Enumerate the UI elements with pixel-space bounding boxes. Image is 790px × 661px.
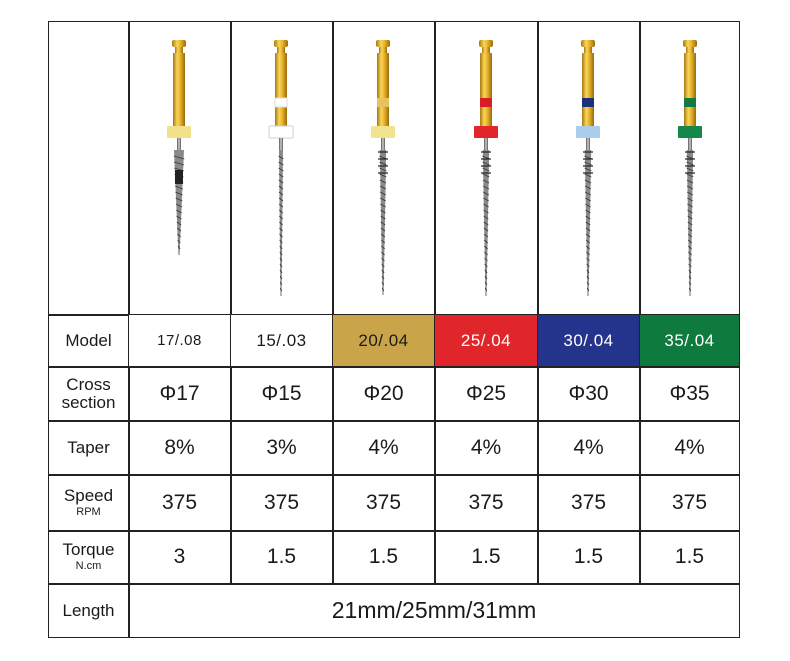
divider (230, 22, 232, 584)
endodontic-file (474, 40, 498, 296)
cell-taper: 4% (470, 435, 502, 459)
cell-cross: Φ35 (669, 381, 710, 405)
divider (49, 420, 739, 422)
endodontic-file (167, 40, 191, 255)
cell-cross: Φ25 (465, 381, 507, 405)
cell-speed: 375 (161, 490, 198, 514)
cell-cross: Φ30 (568, 381, 609, 405)
cell-model: 20/.04 (333, 315, 434, 366)
divider (49, 530, 739, 532)
cell-torque: 1.5 (266, 545, 297, 568)
cell-speed: 375 (263, 490, 300, 514)
cell-torque: 1.5 (471, 545, 501, 568)
cell-cross: Φ17 (159, 381, 200, 405)
row-label-taper: Taper (67, 437, 110, 457)
row-label-model: Model (65, 330, 112, 350)
cell-model: 30/.04 (538, 315, 639, 366)
divider (128, 22, 130, 637)
divider (49, 366, 739, 368)
divider (49, 314, 739, 316)
endodontic-file (678, 40, 702, 296)
length-value: 21mm/25mm/31mm (331, 597, 537, 623)
cell-speed: 375 (671, 490, 708, 514)
cell-speed: 375 (365, 490, 402, 514)
cell-speed: 375 (468, 490, 504, 514)
cell-speed: 375 (570, 490, 607, 514)
cell-model: 15/.03 (231, 315, 332, 366)
divider (639, 22, 641, 584)
cell-taper: 8% (164, 435, 195, 459)
cell-taper: 3% (266, 435, 297, 459)
specification-table: Model Cross section Taper Speed RPM Torq… (48, 21, 740, 638)
cell-model: 25/.04 (435, 315, 537, 366)
cell-cross: Φ15 (261, 381, 302, 405)
cell-taper: 4% (674, 435, 705, 459)
endodontic-file (371, 40, 395, 295)
divider (537, 22, 539, 584)
divider (49, 474, 739, 476)
cell-torque: 1.5 (573, 545, 604, 568)
cell-taper: 4% (573, 435, 604, 459)
row-label-length: Length (62, 600, 115, 620)
cell-cross: Φ20 (363, 381, 404, 405)
cell-torque: 1.5 (368, 545, 399, 568)
cell-taper: 4% (368, 435, 399, 459)
cell-model: 35/.04 (640, 315, 739, 366)
cell-model: 17/.08 (129, 315, 230, 366)
file-images (167, 40, 702, 296)
endodontic-file (576, 40, 600, 296)
row-label-cross-section: Cross section (61, 374, 116, 412)
cell-torque: 3 (173, 545, 186, 568)
row-label-torque: Torque N.cm (62, 540, 115, 573)
divider (332, 22, 334, 584)
endodontic-file (268, 40, 294, 296)
cell-torque: 1.5 (674, 545, 705, 568)
divider (49, 583, 739, 585)
row-label-speed: Speed RPM (63, 485, 114, 518)
divider (434, 22, 436, 584)
